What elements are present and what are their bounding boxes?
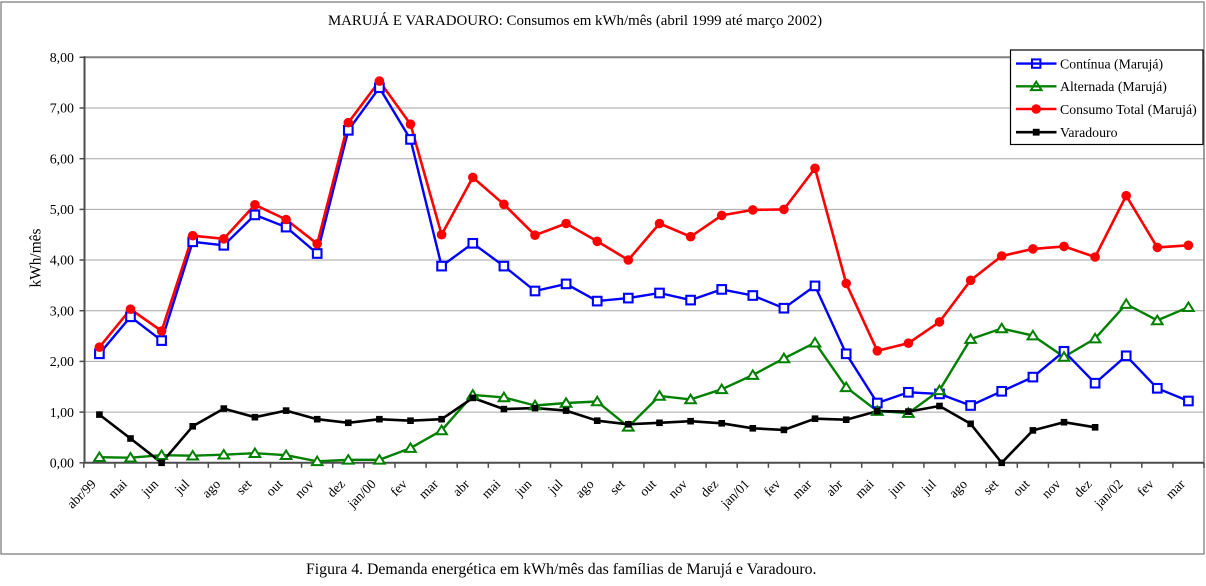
svg-text:5,00: 5,00 xyxy=(50,203,74,218)
svg-text:7,00: 7,00 xyxy=(50,102,74,117)
svg-text:Consumo Total (Marujá): Consumo Total (Marujá) xyxy=(1060,102,1197,118)
svg-text:kWh/mês: kWh/mês xyxy=(27,229,44,288)
svg-text:2,00: 2,00 xyxy=(50,355,74,370)
svg-text:MARUJÁ E VARADOURO: Consumos e: MARUJÁ E VARADOURO: Consumos em kWh/mês … xyxy=(328,12,822,29)
svg-text:1,00: 1,00 xyxy=(50,406,74,421)
svg-text:4,00: 4,00 xyxy=(50,254,74,269)
svg-text:Alternada (Marujá): Alternada (Marujá) xyxy=(1060,79,1167,95)
svg-text:3,00: 3,00 xyxy=(50,304,74,319)
svg-text:8,00: 8,00 xyxy=(50,51,74,66)
svg-text:Varadouro: Varadouro xyxy=(1060,125,1118,140)
svg-text:0,00: 0,00 xyxy=(50,457,74,472)
svg-text:Figura 4. Demanda energética e: Figura 4. Demanda energética em kWh/mês … xyxy=(306,561,816,578)
svg-text:6,00: 6,00 xyxy=(50,152,74,167)
svg-text:Contínua (Marujá): Contínua (Marujá) xyxy=(1060,56,1163,72)
